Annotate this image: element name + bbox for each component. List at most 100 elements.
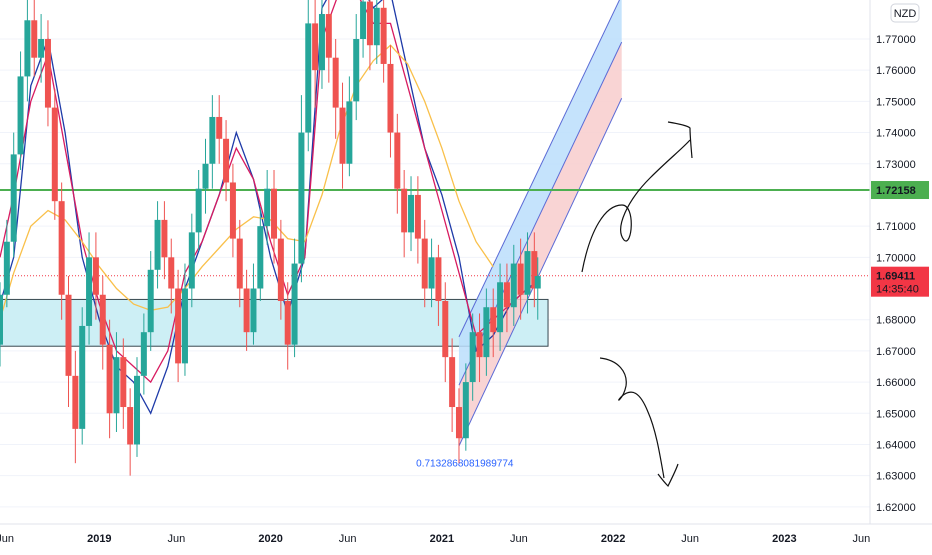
price-tick-label: 1.70000 <box>876 252 916 264</box>
time-tick-label: Jun <box>339 533 357 545</box>
candle-body <box>99 294 106 345</box>
up-arrow-head[interactable] <box>667 121 693 159</box>
channel-upper-line[interactable] <box>458 0 622 338</box>
candle-body <box>497 282 504 333</box>
candle-body <box>476 332 483 358</box>
candle-body <box>209 116 216 164</box>
candle-body <box>44 38 51 108</box>
candle-body <box>181 288 188 364</box>
up-arrow-scribble[interactable] <box>581 139 691 273</box>
candle-body <box>72 375 79 429</box>
countdown-label: 14:35:40 <box>876 284 919 296</box>
candles <box>0 0 541 476</box>
candle-body <box>524 251 531 295</box>
candle-body <box>534 276 541 289</box>
candle-body <box>449 357 456 408</box>
candle-body <box>120 357 127 408</box>
candle-body <box>408 194 415 233</box>
candle-body <box>387 63 394 133</box>
time-tick-label: 2022 <box>601 533 625 545</box>
candle-body <box>366 1 373 46</box>
price-tick-label: 1.75000 <box>876 96 916 108</box>
price-axis[interactable]: 1.77000 1.76000 1.75000 1.74000 1.73000 1.710… <box>869 0 932 550</box>
candle-body <box>318 14 325 71</box>
currency-badge-box <box>890 3 920 23</box>
down-arrow-scribble[interactable] <box>599 357 665 479</box>
candle-body <box>455 407 462 439</box>
resistance-price-label: 1.72158 <box>876 185 916 197</box>
candle-body <box>86 257 93 326</box>
candle-body <box>325 14 332 58</box>
moving-average-line-3 <box>0 44 494 320</box>
time-tick-label: 2020 <box>258 533 282 545</box>
price-tick-label: 1.64000 <box>876 439 916 451</box>
candle-body <box>188 232 195 289</box>
resistance-price-box <box>871 181 929 200</box>
candle-body <box>284 300 291 345</box>
candle-body <box>531 251 538 289</box>
candle-body <box>339 107 346 164</box>
candle-body <box>51 107 58 202</box>
candle-body <box>291 263 298 345</box>
candle-body <box>353 38 360 102</box>
candle-body <box>305 23 312 133</box>
candle-body <box>31 20 38 58</box>
candle-body <box>223 138 230 183</box>
candle-body <box>65 294 72 376</box>
time-axis-panel[interactable] <box>0 524 932 550</box>
price-tick-label: 1.67000 <box>876 346 916 358</box>
time-tick-label: Jun <box>853 533 871 545</box>
price-tick-label: 1.73000 <box>876 159 916 171</box>
candle-body <box>312 23 319 71</box>
price-tick-label: 1.74000 <box>876 128 916 140</box>
candle-body <box>435 257 442 301</box>
candle-body <box>202 163 209 189</box>
candle-body <box>17 76 24 155</box>
time-axis[interactable]: Jun 2019 Jun 2020 Jun 2021 Jun 2022 Jun 2023 Jun <box>0 523 932 550</box>
hand-drawn-arrows[interactable] <box>581 121 693 488</box>
candle-body <box>277 238 284 301</box>
currency-badge[interactable]: NZD <box>890 3 920 23</box>
candle-body <box>462 382 469 439</box>
candle-body <box>161 219 168 258</box>
candle-body <box>58 201 65 295</box>
time-tick-label: Jun <box>681 533 699 545</box>
fib-label: 0.7132868081989774 <box>416 458 514 469</box>
time-tick-label: Jun <box>168 533 186 545</box>
candle-body <box>195 188 202 233</box>
resistance-price-badge: 1.72158 <box>871 181 929 200</box>
candle-body <box>360 1 367 39</box>
candle-body <box>469 332 476 383</box>
candle-body <box>298 132 305 264</box>
time-tick-label: Jun <box>0 533 14 545</box>
candle-body <box>332 57 339 108</box>
candle-body <box>428 257 435 289</box>
candle-body <box>243 288 250 333</box>
candle-body <box>373 7 380 46</box>
candle-body <box>134 375 141 445</box>
channel-lower-line[interactable] <box>458 98 623 447</box>
candle-body <box>517 263 524 295</box>
candle-body <box>168 257 175 289</box>
candle-body <box>510 263 517 308</box>
candle-body <box>264 188 271 227</box>
candle-body <box>442 300 449 358</box>
candle-body <box>92 257 99 295</box>
time-tick-label: Jun <box>510 533 528 545</box>
candle-body <box>257 226 264 289</box>
candle-body <box>0 294 3 345</box>
current-price-label: 1.69411 <box>876 271 915 283</box>
candle-body <box>140 332 147 376</box>
price-tick-label: 1.76000 <box>876 65 916 77</box>
currency-badge-label: NZD <box>894 8 917 20</box>
candle-body <box>147 269 154 333</box>
candle-body <box>394 132 401 189</box>
time-tick-label: 2019 <box>87 533 111 545</box>
price-tick-label: 1.71000 <box>876 221 916 233</box>
down-arrow-head[interactable] <box>657 463 679 488</box>
candle-body <box>380 7 387 64</box>
